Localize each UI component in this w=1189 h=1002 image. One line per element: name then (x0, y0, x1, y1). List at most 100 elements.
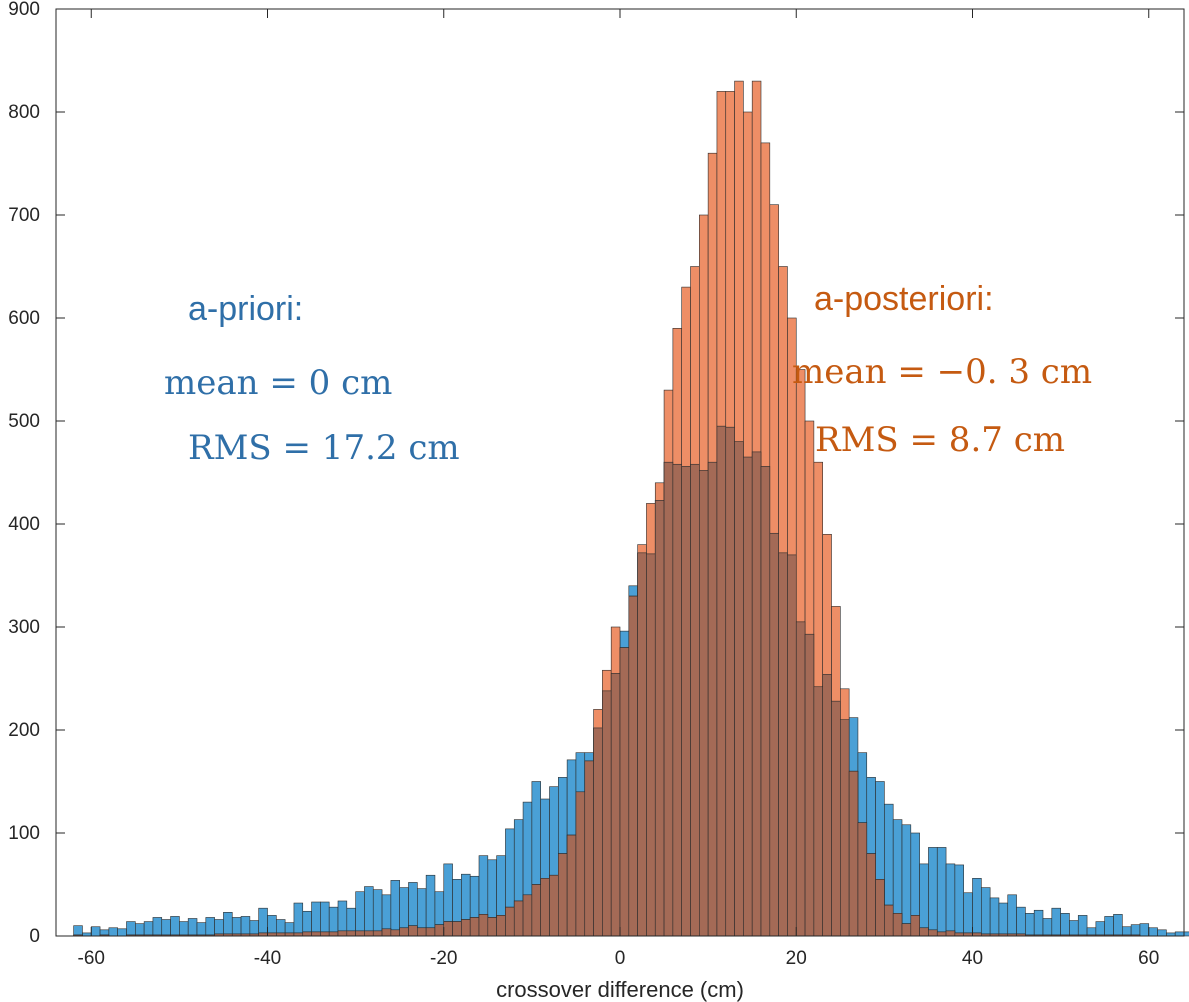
overlap-bar (372, 930, 383, 937)
apriori-bar (1174, 931, 1185, 937)
apriori-bar (954, 864, 964, 937)
overlap-bar (831, 700, 841, 937)
apriori-bar (170, 916, 180, 937)
overlap-bar (681, 466, 691, 937)
overlap-bar (593, 727, 603, 937)
apriori-bar (1033, 909, 1044, 937)
apriori-bar (364, 886, 374, 937)
overlap-bar (654, 500, 665, 937)
overlap-bar (910, 915, 920, 937)
overlap-bar (311, 931, 321, 937)
overlap-bar (945, 930, 956, 937)
overlap-bar (434, 924, 445, 937)
y-tick-label: 800 (8, 102, 40, 123)
overlap-bar (302, 931, 312, 937)
apriori-bar (425, 874, 436, 937)
apriori-bar (311, 901, 321, 937)
overlap-bar (716, 425, 727, 937)
apriori-bar (117, 928, 127, 937)
overlap-bar (408, 925, 418, 937)
x-tick-label: -20 (430, 948, 457, 969)
x-tick-label: 20 (786, 948, 807, 969)
apriori-bar (981, 887, 991, 937)
overlap-bar (690, 463, 700, 937)
aposteriori-heading: a-posteriori: (814, 280, 994, 318)
apriori-bar (108, 927, 118, 937)
overlap-bar (637, 552, 647, 937)
overlap-bar (461, 919, 471, 937)
apriori-bar (293, 902, 304, 937)
y-tick-label: 400 (8, 514, 40, 535)
overlap-bar (337, 930, 348, 937)
overlap-bar (566, 834, 577, 937)
y-tick-label: 100 (8, 823, 40, 844)
apriori-bar (214, 919, 224, 937)
y-tick-label: 0 (29, 926, 40, 947)
overlap-bar (364, 930, 374, 937)
aposteriori-rms: RMS = 8.7 cm (815, 420, 1065, 460)
apriori-bar (928, 847, 938, 937)
apriori-bar (1122, 926, 1132, 937)
overlap-bar (584, 760, 594, 937)
apriori-bar (1077, 915, 1088, 937)
apriori-bar (936, 847, 947, 937)
x-tick-labels: -60 -40 -20 0 20 40 60 (78, 948, 1160, 969)
apriori-bar (196, 922, 207, 937)
apriori-bar (355, 891, 365, 937)
aposteriori-mean: mean = −0. 3 cm (792, 352, 1092, 392)
overlap-bar (769, 532, 779, 937)
overlap-bar (646, 553, 656, 937)
apriori-bar (231, 917, 242, 937)
overlap-bar (778, 552, 788, 937)
overlap-bars (73, 425, 1141, 937)
x-tick-label: 40 (962, 948, 983, 969)
overlap-bar (707, 461, 718, 937)
apriori-bar (1148, 927, 1158, 937)
overlap-bar (381, 928, 392, 937)
x-tick-label: 0 (615, 948, 626, 969)
apriori-bar (1157, 929, 1167, 937)
apriori-bar (1007, 894, 1017, 937)
y-tick-label: 700 (8, 205, 40, 226)
overlap-bar (866, 853, 876, 937)
apriori-bar (223, 912, 233, 937)
apriori-bar (179, 921, 189, 937)
apriori-bar (390, 880, 400, 937)
x-axis-label: crossover difference (cm) (496, 977, 744, 1002)
y-tick-label: 200 (8, 720, 40, 741)
overlap-bar (628, 595, 638, 937)
overlap-bar (531, 884, 541, 937)
overlap-bar (857, 822, 868, 937)
overlap-bar (760, 466, 771, 937)
overlap-bar (487, 917, 497, 937)
overlap-bar (469, 917, 480, 937)
overlap-bar (346, 930, 356, 937)
overlap-bar (840, 719, 850, 937)
apriori-bar (901, 824, 912, 937)
overlap-bar (452, 921, 462, 937)
overlap-bar (478, 914, 489, 937)
overlap-bar (390, 929, 400, 937)
overlap-bar (848, 770, 859, 937)
overlap-bar (443, 921, 453, 937)
overlap-bar (399, 927, 409, 937)
overlap-bar (540, 878, 550, 937)
apriori-bar (161, 919, 171, 937)
overlap-bar (813, 686, 823, 937)
axis-ticks (56, 8, 1184, 937)
overlap-bar (522, 894, 533, 937)
y-tick-labels: 0 100 200 300 400 500 600 700 800 900 (8, 0, 40, 947)
overlap-bar (725, 426, 735, 937)
apriori-bar (73, 925, 83, 937)
overlap-bar (575, 791, 586, 937)
overlap-bar (549, 874, 559, 937)
overlap-bar (505, 906, 515, 937)
overlap-bar (822, 674, 832, 937)
overlap-bar (496, 915, 506, 937)
overlap-bar (936, 931, 947, 937)
apriori-bar (1025, 913, 1035, 937)
apriori-bar (240, 916, 251, 937)
apriori-heading: a-priori: (188, 290, 303, 328)
overlap-bar (751, 451, 762, 937)
